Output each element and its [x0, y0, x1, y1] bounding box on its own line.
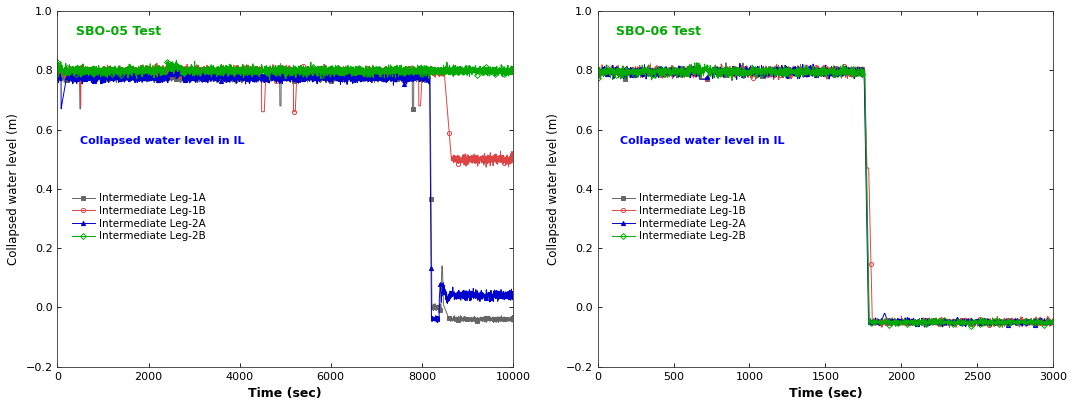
Intermediate Leg-1B	[1037, 319, 1050, 324]
Line: Intermediate Leg-1B: Intermediate Leg-1B	[596, 62, 1055, 330]
Intermediate Leg-2B	[670, 72, 683, 77]
Intermediate Leg-2A	[425, 316, 438, 321]
Intermediate Leg-2B	[134, 68, 147, 73]
Text: Collapsed water level in IL: Collapsed water level in IL	[81, 136, 245, 146]
Line: Intermediate Leg-1A: Intermediate Leg-1A	[596, 61, 1055, 329]
Legend: Intermediate Leg-1A, Intermediate Leg-1B, Intermediate Leg-2A, Intermediate Leg-: Intermediate Leg-1A, Intermediate Leg-1B…	[612, 193, 745, 241]
Intermediate Leg-2A	[1046, 318, 1059, 323]
Text: SBO-06 Test: SBO-06 Test	[615, 25, 701, 38]
Intermediate Leg-1A	[492, 320, 505, 325]
Intermediate Leg-1B	[226, 72, 238, 77]
Intermediate Leg-2A	[163, 64, 176, 69]
Intermediate Leg-2B	[1037, 320, 1050, 325]
Intermediate Leg-2B	[263, 77, 276, 82]
Intermediate Leg-1A	[1046, 323, 1059, 328]
Intermediate Leg-1A	[670, 70, 683, 74]
Intermediate Leg-1A	[315, 68, 328, 73]
Intermediate Leg-2B	[989, 320, 1002, 325]
Intermediate Leg-1A	[720, 60, 732, 65]
Intermediate Leg-1A	[52, 74, 64, 79]
Intermediate Leg-1A	[347, 74, 360, 79]
Intermediate Leg-1B	[989, 321, 1002, 326]
Intermediate Leg-2A	[786, 66, 799, 71]
Intermediate Leg-1A	[943, 325, 956, 330]
Intermediate Leg-2B	[691, 60, 703, 65]
Intermediate Leg-2A	[591, 67, 604, 72]
Intermediate Leg-1B	[324, 66, 337, 71]
Intermediate Leg-2A	[507, 294, 520, 299]
Intermediate Leg-1A	[766, 73, 779, 78]
Intermediate Leg-2B	[324, 68, 337, 72]
Intermediate Leg-2B	[966, 325, 978, 330]
Intermediate Leg-2A	[52, 72, 64, 77]
Intermediate Leg-1B	[507, 158, 520, 163]
Intermediate Leg-1B	[670, 70, 683, 74]
Line: Intermediate Leg-2B: Intermediate Leg-2B	[596, 61, 1055, 329]
Intermediate Leg-1A	[134, 74, 147, 79]
Line: Intermediate Leg-2A: Intermediate Leg-2A	[56, 64, 516, 325]
Intermediate Leg-1B	[391, 66, 404, 71]
X-axis label: Time (sec): Time (sec)	[788, 387, 862, 400]
Intermediate Leg-2A	[643, 68, 656, 73]
Intermediate Leg-2B	[170, 58, 183, 63]
Intermediate Leg-1A	[591, 70, 604, 74]
Intermediate Leg-2B	[391, 68, 404, 72]
Intermediate Leg-1B	[996, 325, 1008, 330]
Line: Intermediate Leg-1A: Intermediate Leg-1A	[56, 68, 516, 325]
Intermediate Leg-2A	[324, 77, 337, 82]
Intermediate Leg-1A	[786, 66, 799, 71]
Intermediate Leg-1B	[150, 61, 163, 66]
Intermediate Leg-2A	[1037, 320, 1050, 325]
Intermediate Leg-2B	[507, 71, 520, 76]
Intermediate Leg-1A	[324, 75, 337, 80]
Intermediate Leg-2B	[347, 69, 360, 74]
Intermediate Leg-1A	[226, 72, 238, 77]
Intermediate Leg-2A	[134, 76, 147, 81]
Intermediate Leg-1A	[425, 306, 438, 311]
Intermediate Leg-2B	[786, 69, 799, 74]
Y-axis label: Collapsed water level (m): Collapsed water level (m)	[6, 113, 20, 265]
Intermediate Leg-1B	[134, 66, 147, 71]
Intermediate Leg-2B	[52, 60, 64, 65]
Intermediate Leg-1B	[591, 70, 604, 75]
Intermediate Leg-1B	[786, 73, 799, 78]
Intermediate Leg-2A	[347, 74, 360, 79]
Intermediate Leg-2B	[643, 69, 656, 74]
Intermediate Leg-2A	[391, 74, 404, 79]
Intermediate Leg-1B	[1046, 319, 1059, 324]
Intermediate Leg-2A	[989, 317, 1002, 322]
Intermediate Leg-2B	[591, 75, 604, 80]
Intermediate Leg-2A	[431, 320, 444, 325]
Intermediate Leg-1B	[425, 67, 438, 72]
Intermediate Leg-2B	[766, 68, 779, 73]
Text: SBO-05 Test: SBO-05 Test	[75, 25, 161, 38]
Intermediate Leg-2B	[1046, 322, 1059, 327]
Intermediate Leg-1A	[507, 317, 520, 322]
Intermediate Leg-2B	[425, 68, 438, 72]
Intermediate Leg-1B	[347, 70, 360, 74]
Intermediate Leg-1B	[644, 61, 657, 66]
Line: Intermediate Leg-2A: Intermediate Leg-2A	[596, 61, 1055, 329]
Intermediate Leg-1B	[643, 69, 656, 74]
Intermediate Leg-2A	[226, 76, 238, 81]
Intermediate Leg-1A	[1037, 321, 1050, 326]
Intermediate Leg-1A	[643, 68, 656, 73]
Intermediate Leg-2A	[918, 325, 931, 330]
Intermediate Leg-1B	[52, 68, 64, 73]
Intermediate Leg-2A	[766, 67, 779, 72]
Intermediate Leg-2B	[226, 69, 238, 74]
Intermediate Leg-1B	[766, 74, 779, 79]
Intermediate Leg-2A	[670, 71, 683, 76]
Text: Collapsed water level in IL: Collapsed water level in IL	[621, 136, 785, 146]
Intermediate Leg-2A	[734, 61, 746, 66]
X-axis label: Time (sec): Time (sec)	[248, 387, 322, 400]
Intermediate Leg-1A	[391, 77, 404, 81]
Legend: Intermediate Leg-1A, Intermediate Leg-1B, Intermediate Leg-2A, Intermediate Leg-: Intermediate Leg-1A, Intermediate Leg-1B…	[72, 193, 205, 241]
Y-axis label: Collapsed water level (m): Collapsed water level (m)	[547, 113, 560, 265]
Intermediate Leg-1B	[480, 165, 493, 170]
Line: Intermediate Leg-1B: Intermediate Leg-1B	[56, 61, 516, 169]
Line: Intermediate Leg-2B: Intermediate Leg-2B	[56, 58, 516, 82]
Intermediate Leg-1A	[989, 320, 1002, 325]
